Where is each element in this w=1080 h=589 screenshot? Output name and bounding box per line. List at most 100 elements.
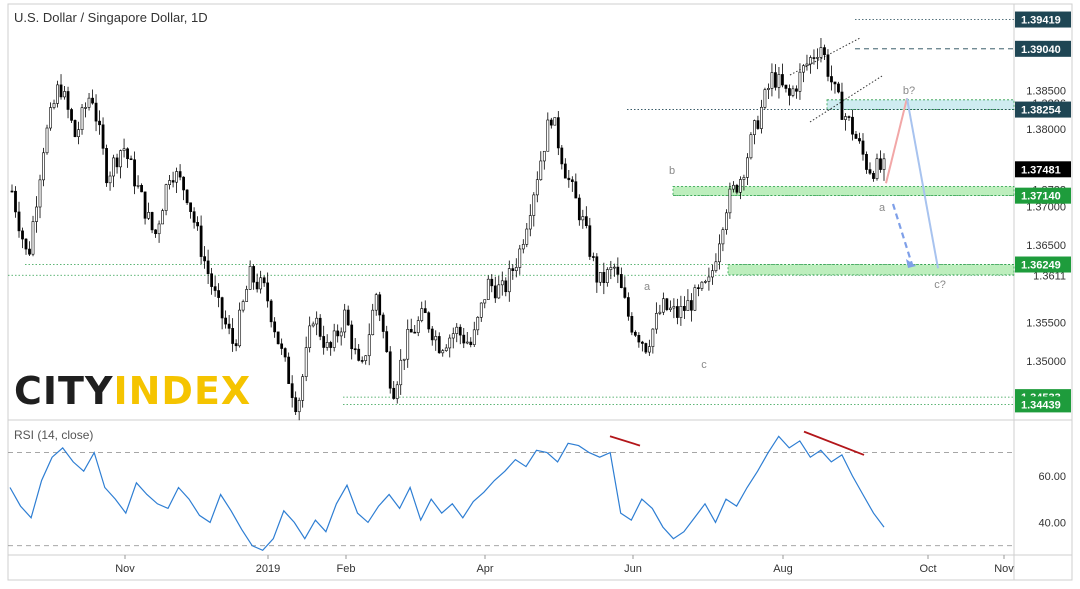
candle-body bbox=[357, 348, 361, 361]
candle-body bbox=[514, 267, 518, 271]
candle-body bbox=[511, 268, 515, 271]
candle-body bbox=[756, 120, 760, 129]
price-tick-label: 1.35000 bbox=[1026, 356, 1066, 368]
logo-part-index: INDEX bbox=[113, 369, 252, 413]
candle-body bbox=[112, 157, 115, 177]
candle-body bbox=[823, 47, 826, 56]
candle-body bbox=[269, 300, 273, 323]
candle-body bbox=[416, 320, 420, 333]
candle-body bbox=[549, 119, 553, 126]
candle-body bbox=[525, 228, 529, 245]
candle-body bbox=[220, 297, 224, 319]
candle-body bbox=[308, 325, 312, 348]
candle-body bbox=[868, 169, 872, 174]
candle-body bbox=[182, 176, 185, 191]
candle-body bbox=[52, 103, 56, 108]
candle-body bbox=[413, 331, 417, 334]
candle-body bbox=[483, 299, 487, 304]
candle-body bbox=[143, 191, 147, 219]
candle-body bbox=[280, 343, 284, 349]
candle-body bbox=[10, 190, 14, 193]
candle-body bbox=[574, 181, 578, 199]
price-tag-label: 1.37481 bbox=[1021, 164, 1061, 176]
candle-body bbox=[98, 120, 101, 126]
projection-b-to-c bbox=[906, 98, 939, 269]
candle-body bbox=[360, 360, 364, 362]
candle-body bbox=[665, 298, 669, 310]
candle-body bbox=[577, 197, 581, 221]
candle-body bbox=[535, 179, 539, 196]
candle-body bbox=[231, 328, 235, 344]
price-tick-label: 1.37000 bbox=[1026, 201, 1066, 213]
price-tag-1.38254 bbox=[1015, 101, 1071, 118]
candle-body bbox=[774, 72, 777, 88]
candle-body bbox=[742, 177, 746, 180]
price-tick-label: 1.36500 bbox=[1026, 240, 1066, 252]
candle-body bbox=[588, 225, 592, 257]
candle-body bbox=[651, 328, 655, 347]
channel-lower bbox=[809, 75, 883, 123]
candle-body bbox=[872, 172, 875, 179]
price-partial-label: 1.3611 bbox=[1033, 270, 1066, 282]
candle-body bbox=[802, 65, 805, 73]
candle-body bbox=[686, 300, 690, 311]
candle-body bbox=[185, 189, 189, 204]
candle-body bbox=[189, 202, 192, 212]
arrow-head bbox=[906, 259, 916, 268]
candle-body bbox=[476, 317, 480, 331]
candle-body bbox=[77, 129, 80, 137]
candle-body bbox=[760, 106, 763, 129]
candle-body bbox=[234, 343, 238, 347]
candle-body bbox=[770, 72, 774, 89]
candle-body bbox=[126, 148, 129, 160]
candle-body bbox=[602, 272, 606, 283]
candle-body bbox=[105, 148, 108, 184]
chart-title: U.S. Dollar / Singapore Dollar, 1D bbox=[14, 10, 208, 25]
candle-body bbox=[819, 47, 823, 58]
candle-body bbox=[245, 289, 249, 302]
candle-body bbox=[140, 185, 143, 193]
price-tag-label: 1.36249 bbox=[1021, 260, 1061, 272]
x-tick-label: Feb bbox=[337, 563, 356, 575]
x-tick-label: Aug bbox=[773, 563, 793, 575]
candle-body bbox=[49, 107, 52, 129]
wave-label-b-q: b? bbox=[903, 85, 915, 97]
candle-body bbox=[455, 326, 459, 334]
candle-body bbox=[434, 336, 438, 341]
candle-body bbox=[437, 336, 441, 354]
projection-dashed-arrow bbox=[891, 203, 914, 265]
candle-body bbox=[668, 307, 672, 310]
price-tag-label: 1.37140 bbox=[1021, 191, 1061, 203]
candle-body bbox=[175, 171, 178, 183]
candle-body bbox=[353, 348, 357, 351]
candle-body bbox=[830, 76, 833, 83]
candle-body bbox=[94, 102, 98, 122]
candle-body bbox=[619, 274, 623, 289]
candle-body bbox=[704, 281, 707, 283]
candle-body bbox=[164, 184, 168, 211]
candle-body bbox=[763, 89, 767, 108]
candle-body bbox=[539, 160, 543, 180]
candle-body bbox=[147, 212, 150, 219]
candle-body bbox=[371, 309, 375, 336]
candle-body bbox=[399, 359, 403, 386]
zone-support-1 bbox=[672, 185, 1015, 197]
candle-body bbox=[448, 337, 452, 349]
candle-body bbox=[725, 212, 728, 230]
candle-body bbox=[718, 243, 721, 263]
price-tick-label: 1.38500 bbox=[1026, 86, 1066, 98]
candle-body bbox=[739, 179, 742, 193]
logo-part-city: CITY bbox=[14, 369, 114, 413]
candle-body bbox=[465, 341, 469, 344]
candle-body bbox=[637, 335, 641, 343]
x-tick-label: Jun bbox=[624, 563, 642, 575]
candle-body bbox=[690, 300, 693, 311]
price-tag-1.39040 bbox=[1015, 40, 1071, 57]
candle-body bbox=[441, 350, 445, 354]
candle-body bbox=[753, 120, 756, 135]
candle-body bbox=[430, 328, 434, 341]
candle-body bbox=[661, 298, 665, 313]
candle-body bbox=[658, 311, 662, 314]
candle-body bbox=[479, 302, 483, 318]
candle-body bbox=[154, 229, 157, 235]
